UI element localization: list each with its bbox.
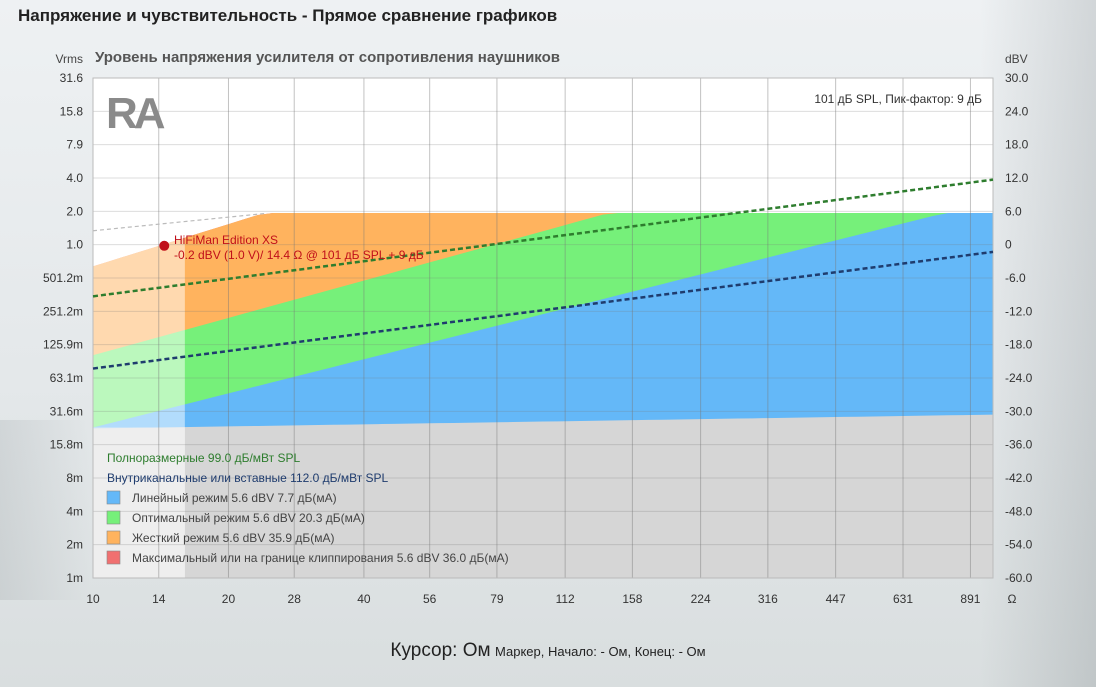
x-tick-label: 28 — [288, 592, 302, 606]
y-left-tick-label: 31.6 — [60, 71, 84, 85]
legend-swatch — [106, 530, 121, 545]
x-tick-label: 158 — [622, 592, 642, 606]
y-right-tick-label: -12.0 — [1005, 304, 1033, 318]
plot-border — [92, 77, 994, 579]
legend-series-label: Внутриканальные или вставные 112.0 дБ/мВ… — [107, 471, 389, 485]
y-left-tick-label: 8m — [66, 471, 83, 485]
x-tick-label: 447 — [826, 592, 846, 606]
legend-series-label: Полноразмерные 99.0 дБ/мВт SPL — [107, 451, 301, 465]
y-right-unit: dBV — [1005, 52, 1028, 66]
x-tick-label: 79 — [490, 592, 504, 606]
y-right-tick-label: -24.0 — [1005, 371, 1033, 385]
y-left-tick-label: 15.8 — [60, 104, 84, 118]
x-tick-label: 224 — [691, 592, 711, 606]
y-right-tick-label: 6.0 — [1005, 204, 1022, 218]
clip-limit-line — [92, 212, 265, 232]
y-left-tick-label: 15.8m — [50, 438, 83, 452]
x-tick-label: 631 — [893, 592, 913, 606]
legend-item-label: Линейный режим 5.6 dBV 7.7 дБ(мА) — [132, 491, 337, 505]
y-left-tick-label: 4m — [66, 504, 83, 518]
cursor-label: Курсор: Ом — [390, 640, 491, 661]
y-right-tick-label: -60.0 — [1005, 571, 1033, 585]
chart-annotation: 101 дБ SPL, Пик-фактор: 9 дБ — [814, 92, 982, 106]
y-left-tick-label: 1m — [66, 571, 83, 585]
marker-value-label: -0.2 dBV (1.0 V)/ 14.4 Ω @ 101 дБ SPL + … — [174, 248, 424, 262]
marker-point — [159, 240, 170, 251]
cursor-details: Маркер, Начало: - Ом, Конец: - Ом — [495, 644, 706, 659]
y-left-tick-label: 251.2m — [43, 304, 83, 318]
logo: RA — [106, 89, 165, 138]
y-left-tick-label: 63.1m — [50, 371, 83, 385]
chart-title: Уровень напряжения усилителя от сопротив… — [95, 49, 560, 66]
chart[interactable]: 31.6 15.8 7.9 4.0 2.0 1.0 501.2m 251.2m 125.9m 63… — [0, 0, 1096, 630]
x-tick-label: 112 — [556, 592, 575, 606]
x-tick-label: 14 — [152, 592, 166, 606]
series-line-0 — [92, 178, 994, 298]
y-left-tick-label: 501.2m — [43, 271, 83, 285]
y-right-tick-label: -6.0 — [1005, 271, 1026, 285]
y-right-tick-label: 18.0 — [1005, 138, 1029, 152]
y-right-tick-label: 0 — [1005, 238, 1012, 252]
y-left-tick-label: 1.0 — [66, 238, 83, 252]
page-title: Напряжение и чувствительность - Прямое с… — [18, 6, 558, 25]
x-tick-label: 40 — [357, 592, 371, 606]
y-right-tick-label: 30.0 — [1005, 71, 1029, 85]
legend-item-label: Оптимальный режим 5.6 dBV 20.3 дБ(мА) — [132, 511, 365, 525]
y-left-tick-label: 31.6m — [50, 404, 83, 418]
y-right-tick-label: 12.0 — [1005, 171, 1029, 185]
x-unit: Ω — [1008, 592, 1017, 606]
x-tick-label: 891 — [960, 592, 980, 606]
y-left-tick-label: 4.0 — [66, 171, 83, 185]
y-left-tick-label: 2.0 — [66, 204, 83, 218]
marker-label: HiFiMan Edition XS — [174, 233, 278, 247]
y-left-tick-label: 7.9 — [66, 138, 83, 152]
series-line-1 — [92, 250, 994, 370]
below-range-area — [93, 414, 993, 578]
x-tick-label: 316 — [758, 592, 778, 606]
y-right-tick-label: -36.0 — [1005, 438, 1033, 452]
cursor-readout: Курсор: Ом Маркер, Начало: - Ом, Конец: … — [0, 640, 1096, 662]
y-left-tick-label: 125.9m — [43, 338, 83, 352]
x-tick-label: 56 — [423, 592, 437, 606]
y-right-tick-label: -42.0 — [1005, 471, 1033, 485]
legend-item-label: Максимальный или на границе клиппировани… — [132, 551, 509, 565]
y-right-tick-label: -54.0 — [1005, 538, 1033, 552]
y-right-tick-label: -48.0 — [1005, 504, 1033, 518]
legend-swatch — [106, 490, 121, 505]
legend-swatch — [106, 550, 121, 565]
y-left-unit: Vrms — [55, 52, 83, 66]
legend-item-label: Жесткий режим 5.6 dBV 35.9 дБ(мА) — [132, 531, 334, 545]
y-right-tick-label: 24.0 — [1005, 104, 1029, 118]
x-tick-label: 10 — [86, 592, 100, 606]
y-right-tick-label: -30.0 — [1005, 404, 1033, 418]
legend-swatch — [106, 510, 121, 525]
y-right-tick-label: -18.0 — [1005, 338, 1033, 352]
y-left-tick-label: 2m — [66, 538, 83, 552]
x-tick-label: 20 — [222, 592, 236, 606]
